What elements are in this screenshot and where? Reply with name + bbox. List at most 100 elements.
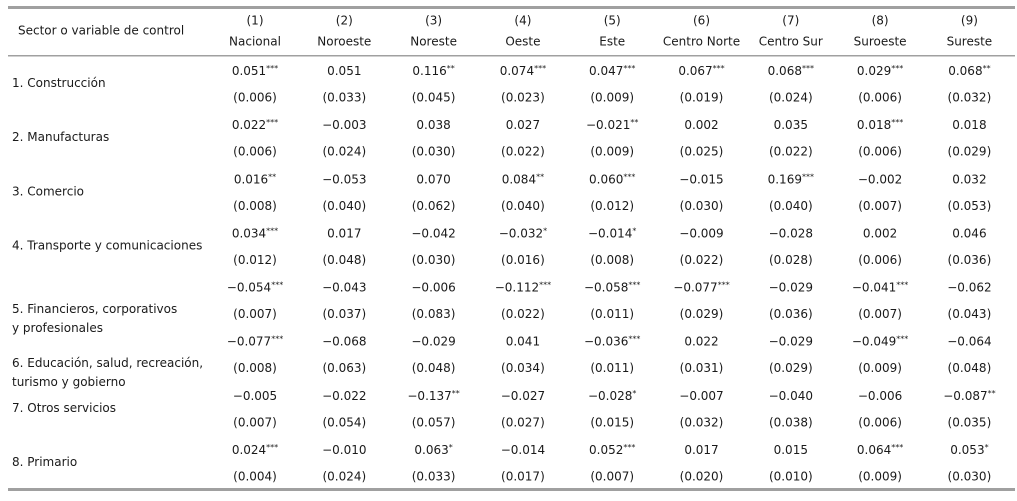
standard-error: (0.011) [590, 361, 634, 375]
coefficient-value: −0.029 [769, 334, 813, 348]
standard-error: (0.083) [412, 307, 456, 321]
coefficient: −0.049*** [852, 334, 908, 348]
coefficient: 0.051*** [232, 64, 278, 78]
standard-error: (0.030) [412, 145, 456, 159]
coefficient-value: 0.074 [500, 64, 534, 78]
standard-error: (0.007) [590, 469, 634, 483]
significance: * [632, 226, 636, 235]
coefficient: −0.007 [679, 388, 723, 402]
significance: ** [268, 172, 276, 181]
coefficient: 0.084** [502, 172, 544, 186]
row-label: 5. Financieros, corporativos [12, 302, 177, 316]
column-number: (9) [961, 14, 978, 28]
coefficient-value: 0.116 [412, 64, 446, 78]
significance: ** [452, 388, 460, 397]
standard-error: (0.029) [680, 307, 724, 321]
standard-error: (0.029) [948, 145, 992, 159]
significance: * [449, 442, 453, 451]
coefficient-value: 0.053 [950, 442, 984, 456]
standard-error: (0.011) [590, 307, 634, 321]
standard-error: (0.008) [233, 199, 277, 213]
standard-error: (0.015) [590, 415, 634, 429]
significance: *** [628, 334, 640, 343]
coefficient: 0.002 [684, 118, 718, 132]
significance: *** [271, 280, 283, 289]
coefficient-value: −0.029 [411, 334, 455, 348]
standard-error: (0.035) [948, 415, 992, 429]
coefficient: 0.041 [506, 334, 540, 348]
coefficient-value: −0.137 [407, 388, 451, 402]
standard-error: (0.010) [769, 469, 813, 483]
standard-error: (0.024) [322, 469, 366, 483]
coefficient-value: −0.022 [322, 388, 366, 402]
coefficient: 0.052*** [589, 442, 635, 456]
standard-error: (0.008) [233, 361, 277, 375]
coefficient: −0.032* [499, 226, 547, 240]
significance: *** [628, 280, 640, 289]
standard-error: (0.004) [233, 469, 277, 483]
coefficient: −0.029 [411, 334, 455, 348]
coefficient-value: −0.028 [769, 226, 813, 240]
coefficient-value: −0.027 [501, 388, 545, 402]
standard-error: (0.025) [680, 145, 724, 159]
significance: *** [271, 334, 283, 343]
coefficient: −0.003 [322, 118, 366, 132]
coefficient: −0.041*** [852, 280, 908, 294]
row-label: 1. Construcción [12, 76, 106, 90]
standard-error: (0.062) [412, 199, 456, 213]
top-rule [8, 6, 1015, 9]
coefficient-value: 0.063 [414, 442, 448, 456]
coefficient-value: 0.002 [863, 226, 897, 240]
coefficient: −0.027 [501, 388, 545, 402]
standard-error: (0.022) [680, 253, 724, 267]
column-name: Centro Sur [759, 35, 823, 49]
standard-error: (0.019) [680, 91, 724, 105]
coefficient: −0.014 [501, 442, 545, 456]
standard-error: (0.016) [501, 253, 545, 267]
column-number: (6) [693, 14, 710, 28]
coefficient: 0.070 [416, 172, 450, 186]
significance: *** [891, 64, 903, 73]
coefficient-value: −0.006 [411, 280, 455, 294]
coefficient-value: 0.169 [768, 172, 802, 186]
coefficient-value: 0.017 [684, 442, 718, 456]
standard-error: (0.006) [858, 253, 902, 267]
coefficient: −0.029 [769, 280, 813, 294]
significance: *** [891, 442, 903, 451]
coefficient-value: −0.010 [322, 442, 366, 456]
standard-error: (0.009) [858, 361, 902, 375]
standard-error: (0.053) [948, 199, 992, 213]
header-label: Sector o variable de control [18, 24, 184, 38]
coefficient-value: 0.046 [952, 226, 986, 240]
standard-error: (0.023) [501, 91, 545, 105]
coefficient: 0.038 [416, 118, 450, 132]
standard-error: (0.038) [769, 415, 813, 429]
standard-error: (0.022) [769, 145, 813, 159]
standard-error: (0.008) [590, 253, 634, 267]
coefficient-value: −0.014 [501, 442, 545, 456]
coefficient-value: 0.024 [232, 442, 266, 456]
coefficient: −0.068 [322, 334, 366, 348]
coefficient-value: −0.053 [322, 172, 366, 186]
coefficient-value: −0.021 [586, 118, 630, 132]
coefficient: −0.077*** [227, 334, 283, 348]
significance: *** [534, 64, 546, 73]
coefficient-value: 0.016 [234, 172, 268, 186]
coefficient-value: 0.041 [506, 334, 540, 348]
coefficient: 0.034*** [232, 226, 278, 240]
coefficient: −0.005 [233, 388, 277, 402]
column-name: Sureste [947, 35, 993, 49]
column-name: Centro Norte [663, 35, 740, 49]
coefficient-value: −0.068 [322, 334, 366, 348]
coefficient: 0.068** [948, 64, 990, 78]
standard-error: (0.007) [233, 307, 277, 321]
coefficient: 0.022 [684, 334, 718, 348]
significance: * [543, 226, 547, 235]
coefficient: 0.035 [774, 118, 808, 132]
standard-error: (0.032) [948, 91, 992, 105]
coefficient-value: 0.018 [857, 118, 891, 132]
standard-error: (0.020) [680, 469, 724, 483]
coefficient-value: −0.077 [673, 280, 717, 294]
standard-error: (0.032) [680, 415, 724, 429]
significance: * [632, 388, 636, 397]
